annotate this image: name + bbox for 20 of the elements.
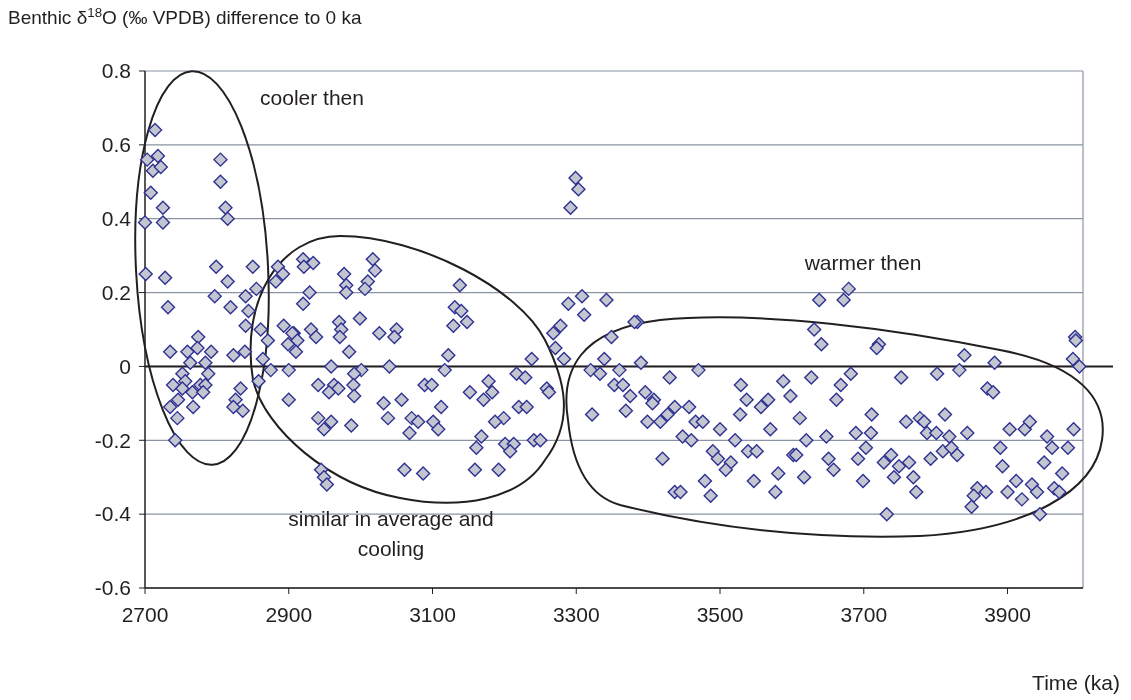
annotation: cooler then [260,86,364,109]
y-tick-label: -0.6 [94,576,131,600]
y-tick-label: -0.2 [94,428,131,452]
y-tick-label: -0.4 [94,502,132,526]
x-tick-label: 2900 [265,603,313,626]
x-tick-label: 3500 [696,603,744,626]
y-tick-label: 0.6 [101,133,131,157]
annotation: similar in average and cooling [288,507,494,560]
x-tick-label: 3100 [409,603,456,626]
x-tick-label: 2700 [121,603,169,626]
x-tick-label: 3700 [840,603,888,626]
annotation: warmer then [803,251,922,274]
x-axis-title: Time (ka) [1032,671,1120,694]
y-tick-label: 0.4 [101,207,132,231]
y-tick-label: 0.8 [101,59,131,83]
y-tick-label: 0.2 [101,280,131,304]
y-axis-title: Benthic δ$^{18}$O (‰ VPDB) difference to 0 ka [8,4,362,28]
x-tick-label: 3900 [984,603,1031,626]
y-tick-label: 0 [119,354,131,378]
x-tick-label: 3300 [552,603,600,626]
